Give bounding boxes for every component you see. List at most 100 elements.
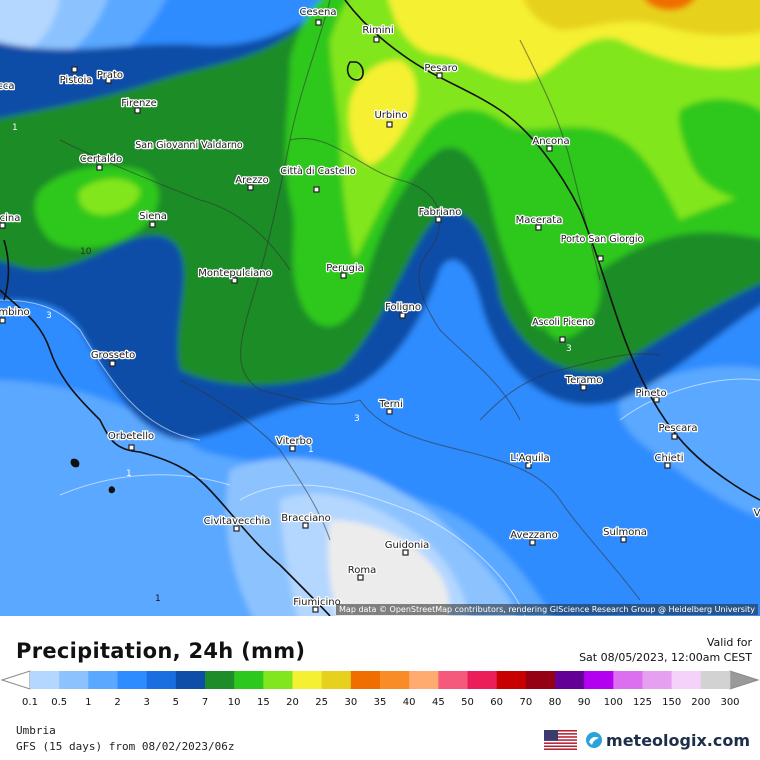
valid-for-block: Valid for Sat 08/05/2023, 12:00am CEST xyxy=(579,635,752,665)
contour-label-group: 1 3 10 1 3 3 1 1 xyxy=(12,123,572,604)
city-label-fabriano: Fabriano xyxy=(419,207,462,218)
city-label-edge: mbino xyxy=(0,307,30,318)
city-label-ascoli-piceno: Ascoli Piceno xyxy=(532,317,594,328)
legend-swatch xyxy=(117,671,147,689)
city-dot xyxy=(559,336,566,343)
contour-label: 1 xyxy=(12,123,18,133)
city-markers: Cesena Rimini Pistoia Prato Pesaro Firen… xyxy=(0,6,760,613)
precipitation-map[interactable]: 1 3 10 1 3 3 1 1 Cesena Rimini Pistoia P… xyxy=(0,0,760,616)
city-dot xyxy=(525,462,532,469)
city-dot xyxy=(653,396,660,403)
city-dot xyxy=(105,77,112,84)
city-label-viterbo: Viterbo xyxy=(276,436,312,447)
legend-label: 90 xyxy=(577,697,591,708)
city-dot xyxy=(580,384,587,391)
legend-swatch xyxy=(642,671,672,689)
city-label-certaldo: Certaldo xyxy=(80,154,123,165)
city-label-firenze: Firenze xyxy=(121,98,157,109)
city-dot xyxy=(0,222,6,229)
city-dot xyxy=(302,522,309,529)
city-dot xyxy=(313,186,320,193)
legend-swatch xyxy=(700,671,731,689)
city-label-bracciano: Bracciano xyxy=(281,513,330,524)
meteologix-logo-icon xyxy=(586,732,603,748)
region-name: Umbria xyxy=(16,724,56,737)
city-dot xyxy=(546,145,553,152)
city-label-perugia: Perugia xyxy=(326,263,364,274)
legend-label: 150 xyxy=(662,697,682,708)
legend-left-arrow xyxy=(0,670,31,690)
city-label-prato: Prato xyxy=(97,70,123,81)
contour-label: 3 xyxy=(566,344,572,354)
footer-branding: meteologix.com xyxy=(544,729,750,751)
contour-label: 10 xyxy=(80,247,92,257)
city-dot xyxy=(386,408,393,415)
city-dot xyxy=(620,536,627,543)
city-dot xyxy=(402,549,409,556)
valid-label: Valid for xyxy=(706,636,752,649)
legend-label: 35 xyxy=(373,697,387,708)
legend-label: 30 xyxy=(344,697,358,708)
city-dot xyxy=(128,444,135,451)
city-dot xyxy=(386,121,393,128)
city-dot xyxy=(231,277,238,284)
city-dot xyxy=(535,224,542,231)
city-label-terni: Terni xyxy=(378,399,403,410)
city-label-san-giovanni-valdarno: San Giovanni Valdarno xyxy=(135,140,243,151)
legend-swatch xyxy=(350,671,381,689)
city-label-ancona: Ancona xyxy=(532,136,569,147)
city-dot xyxy=(289,445,296,452)
city-dot xyxy=(664,462,671,469)
legend-swatch xyxy=(671,671,702,689)
city-label-porto-san-giorgio: Porto San Giorgio xyxy=(561,234,644,245)
city-label-edge: cina xyxy=(0,213,20,224)
legend-label: 15 xyxy=(256,697,270,708)
model-run: GFS (15 days) from 08/02/2023/06z xyxy=(16,740,235,753)
city-dot xyxy=(233,525,240,532)
contour-label: 1 xyxy=(308,445,314,455)
us-flag-icon[interactable] xyxy=(544,730,578,750)
city-dot xyxy=(247,184,254,191)
legend-swatch xyxy=(380,671,410,689)
city-dot xyxy=(0,317,6,324)
brand-logo[interactable]: meteologix.com xyxy=(585,731,750,750)
legend-labels: 0.1 0.5 1 2 3 5 7 10 15 20 25 30 35 40 45 50 60 70 80 90 100… xyxy=(0,697,760,711)
chart-title: Precipitation, 24h (mm) xyxy=(16,639,306,663)
city-label-pistoia: Pistoia xyxy=(60,75,93,86)
legend-swatch xyxy=(88,671,118,689)
legend-swatch xyxy=(30,671,60,689)
precip-fields xyxy=(0,0,760,616)
city-label-edge: cca xyxy=(0,81,15,92)
legend-swatch xyxy=(59,671,89,689)
city-dot xyxy=(357,574,364,581)
legend-label: 60 xyxy=(490,697,504,708)
legend-label: 50 xyxy=(461,697,474,708)
map-attribution[interactable]: Map data © OpenStreetMap contributors, r… xyxy=(336,604,758,615)
legend-swatch xyxy=(292,671,322,689)
legend-label: 5 xyxy=(172,697,180,708)
city-label-foligno: Foligno xyxy=(385,302,421,313)
legend-swatch xyxy=(525,671,556,689)
legend-swatch xyxy=(496,671,527,689)
legend-label: 70 xyxy=(519,697,533,708)
legend-label: 20 xyxy=(286,697,299,708)
city-label-fiumicino: Fiumicino xyxy=(293,597,340,608)
legend-label: 10 xyxy=(227,697,241,708)
city-dot xyxy=(96,164,103,171)
city-dot xyxy=(315,19,322,26)
legend-swatch xyxy=(555,671,585,689)
legend-swatch xyxy=(613,671,643,689)
legend-swatch xyxy=(321,671,352,689)
legend-label: 0.1 xyxy=(22,697,38,708)
city-dot xyxy=(597,255,604,262)
contour-lines xyxy=(0,299,760,616)
legend-label: 300 xyxy=(720,697,740,708)
city-dot xyxy=(435,216,442,223)
legend-label: 45 xyxy=(431,697,445,708)
city-label-pineto: Pineto xyxy=(635,388,666,399)
legend-label: 80 xyxy=(548,697,562,708)
city-label-sulmona: Sulmona xyxy=(603,527,647,538)
city-label-teramo: Teramo xyxy=(565,375,603,386)
city-label-civitavecchia: Civitavecchia xyxy=(204,516,271,527)
city-label-arezzo: Arezzo xyxy=(235,175,269,186)
